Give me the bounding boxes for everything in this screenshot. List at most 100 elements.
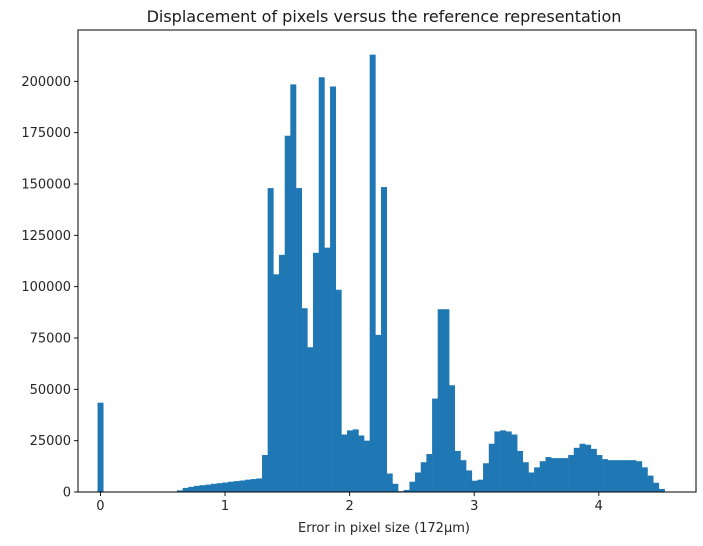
histogram-bar (194, 485, 200, 492)
histogram-bar (205, 484, 212, 492)
histogram-bar (233, 481, 240, 492)
x-tick-label: 1 (221, 499, 229, 514)
histogram-bar (522, 462, 529, 492)
y-tick-label: 100000 (21, 280, 71, 295)
histogram-bar (176, 490, 183, 492)
histogram-bar (381, 187, 387, 492)
histogram-bar (590, 448, 597, 492)
y-tick-label: 150000 (21, 178, 71, 193)
histogram-bar (278, 254, 285, 492)
histogram-bar (488, 443, 495, 492)
histogram-bar (517, 450, 524, 492)
histogram-bar (556, 458, 563, 492)
histogram-bar (228, 481, 234, 492)
histogram-bar (500, 430, 507, 492)
x-tick-label: 4 (595, 499, 603, 514)
x-axis-ticks: 0 1 2 3 4 (96, 492, 603, 514)
histogram-bar (386, 473, 393, 492)
histogram-bar (630, 460, 637, 492)
histogram-bar (658, 488, 665, 492)
histogram-bar (596, 455, 603, 492)
histogram-bar (341, 434, 348, 492)
histogram-bar (409, 481, 416, 492)
histogram-bar (511, 434, 518, 492)
histogram-bar (307, 347, 314, 492)
histogram-bar (312, 252, 319, 492)
histogram-bar (324, 247, 331, 492)
histogram-bar (318, 77, 325, 492)
histogram-bar (330, 86, 337, 492)
histogram-bar (568, 455, 575, 492)
histogram-bar (358, 435, 365, 492)
y-tick-label: 125000 (21, 229, 71, 244)
histogram-bar (284, 135, 291, 492)
histogram-bar (239, 480, 246, 492)
histogram-bar (551, 458, 558, 492)
histogram-bar (466, 470, 473, 492)
histogram-bar (415, 472, 421, 492)
histogram-bar (392, 483, 399, 492)
histogram-bar (613, 460, 620, 492)
y-tick-label: 25000 (30, 434, 71, 449)
histogram-bar (647, 475, 654, 492)
histogram-bar (335, 289, 342, 492)
histogram-bar (182, 487, 189, 492)
x-tick-label: 2 (345, 499, 353, 514)
histogram-bar (420, 462, 427, 492)
histogram-bar (483, 463, 490, 492)
histogram-bar (534, 467, 541, 492)
histogram-bar (347, 430, 353, 492)
x-tick-label: 3 (470, 499, 478, 514)
histogram-bar (573, 447, 580, 492)
x-axis-label: Error in pixel size (172µm) (298, 521, 470, 536)
y-tick-label: 200000 (21, 75, 71, 90)
x-tick-label: 0 (96, 499, 104, 514)
y-tick-label: 0 (63, 486, 71, 501)
histogram-bar (290, 84, 297, 492)
histogram-bar (477, 479, 484, 492)
histogram-bar (454, 450, 461, 492)
histogram-bar (273, 274, 280, 492)
y-tick-label: 175000 (21, 126, 71, 141)
histogram-bar (562, 458, 569, 492)
histogram-bar (602, 459, 609, 492)
histogram-bar (403, 489, 410, 492)
histogram-bar (244, 479, 251, 492)
histogram-bar (641, 467, 648, 492)
histogram-bar (636, 461, 643, 492)
histogram-bar (579, 443, 586, 492)
histogram-bar (267, 188, 274, 493)
histogram-bar (188, 486, 195, 492)
histogram-bar (437, 309, 444, 492)
histogram-bar (369, 54, 376, 492)
histogram-bar (97, 402, 104, 492)
plot-frame (77, 29, 697, 493)
histogram-bar (262, 455, 268, 492)
y-tick-label: 75000 (30, 332, 71, 347)
chart-title: Displacement of pixels versus the refere… (147, 7, 622, 26)
y-axis-ticks: 0 25000 50000 75000 100000 125000 150000 175000… (21, 75, 78, 501)
histogram-bar (653, 482, 660, 492)
histogram-bar (250, 479, 257, 492)
histogram-bar (256, 478, 263, 492)
histogram-bar (505, 431, 512, 492)
histogram-bar (460, 460, 467, 492)
histogram-bar (301, 308, 308, 492)
histogram-bar (216, 483, 223, 492)
histogram-bar (199, 485, 206, 492)
histogram-bar (545, 457, 552, 492)
histogram-bar (210, 483, 217, 492)
histogram-bar (539, 461, 546, 492)
histogram-bar (528, 472, 535, 492)
histogram-bar (352, 429, 359, 492)
histogram-bar (364, 440, 371, 492)
histogram-bar (619, 460, 626, 492)
histogram-bar (607, 460, 614, 492)
histogram-bar (443, 309, 450, 492)
histogram-bar (624, 460, 631, 492)
histogram-bar (494, 431, 501, 492)
histogram-bar (449, 385, 456, 492)
histogram-bar (296, 188, 303, 493)
histogram-bar (471, 480, 478, 492)
